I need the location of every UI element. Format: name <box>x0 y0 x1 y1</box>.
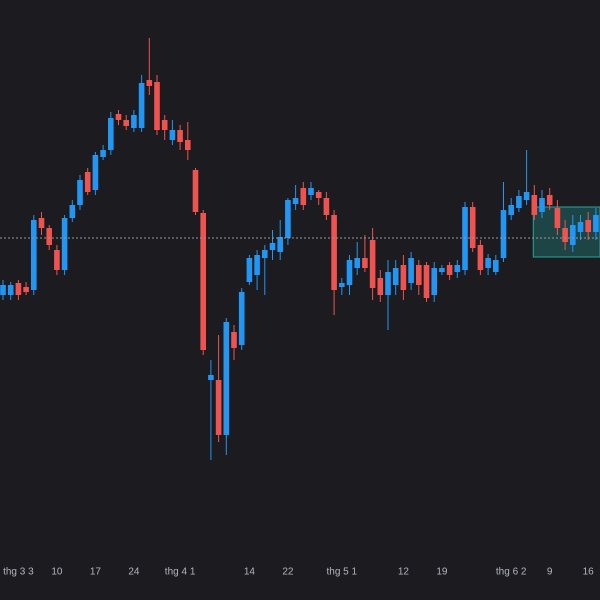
candle-body <box>223 322 230 435</box>
candle-body <box>377 278 384 295</box>
candle-body <box>308 188 314 195</box>
candle-body <box>146 80 153 86</box>
candle-body <box>177 130 183 142</box>
candle-body <box>154 82 160 130</box>
candle-body <box>331 215 337 290</box>
candle-body <box>585 220 591 232</box>
candle-body <box>254 255 260 275</box>
candle-body <box>7 285 14 295</box>
candle-body <box>269 243 276 250</box>
candle-body <box>300 188 307 205</box>
candle-body <box>485 258 491 268</box>
candle-body <box>238 292 245 345</box>
candle-body <box>562 228 568 242</box>
candle-body <box>231 332 237 348</box>
candle-body <box>208 375 214 380</box>
candle-body <box>469 207 476 248</box>
candle-body <box>0 285 6 295</box>
candle-body <box>92 155 99 190</box>
candle-body <box>169 130 176 140</box>
candle-body <box>31 220 37 290</box>
x-tick-label: thg 5 1 <box>327 567 358 578</box>
candle-body <box>46 228 52 245</box>
candle-body <box>408 258 414 283</box>
candle-body <box>123 120 129 126</box>
x-tick-label: 22 <box>282 567 294 578</box>
candle-body <box>339 283 345 287</box>
candle-body <box>400 265 407 290</box>
candle-body <box>23 287 29 292</box>
candle-body <box>131 115 137 128</box>
candle-body <box>277 237 283 252</box>
candle-body <box>570 225 576 245</box>
candle-body <box>54 250 60 270</box>
x-tick-label: thg 3 3 <box>3 567 34 578</box>
x-tick-label: thg 4 1 <box>165 567 196 578</box>
candle-body <box>38 218 45 228</box>
candle-body <box>69 205 76 218</box>
candle-body <box>362 258 368 268</box>
candle-body <box>531 195 538 215</box>
x-tick-label: 17 <box>90 567 102 578</box>
candle-body <box>454 265 461 272</box>
candle-body <box>546 195 553 205</box>
candle-body <box>100 150 106 157</box>
candle-body <box>108 118 114 150</box>
candle-body <box>246 258 253 282</box>
candle-body <box>593 215 599 232</box>
candle-body <box>439 268 445 272</box>
candle-body <box>354 258 360 268</box>
candle-body <box>346 260 353 285</box>
candle-body <box>493 260 499 272</box>
candle-body <box>285 200 291 238</box>
candle-body <box>369 240 376 288</box>
candle-body <box>84 172 91 192</box>
candle-body <box>185 140 191 150</box>
candle-body <box>323 198 330 215</box>
candle-body <box>192 170 199 212</box>
candle-body <box>539 198 545 212</box>
candle-body <box>61 218 68 270</box>
candle-body <box>500 210 507 258</box>
candle-body <box>262 250 268 258</box>
x-tick-label: 19 <box>436 567 448 578</box>
candle-body <box>200 213 206 350</box>
candle-body <box>423 265 430 298</box>
x-tick-label: 9 <box>547 567 553 578</box>
candle-body <box>315 192 322 198</box>
candle-body <box>577 222 584 232</box>
x-tick-label: 24 <box>128 567 140 578</box>
candle-body <box>15 283 22 295</box>
candle-body <box>385 272 391 295</box>
x-tick-label: 10 <box>51 567 63 578</box>
candle-body <box>138 83 145 128</box>
candle-body <box>446 265 453 275</box>
candle-body <box>392 268 399 285</box>
candle-body <box>477 245 484 270</box>
candle-body <box>554 208 561 228</box>
x-tick-label: thg 6 2 <box>496 567 527 578</box>
candle-body <box>416 265 422 285</box>
candle-body <box>523 192 530 200</box>
candle-body <box>215 380 222 435</box>
x-tick-label: 14 <box>244 567 256 578</box>
candle-body <box>115 114 122 120</box>
candle-body <box>161 120 168 130</box>
candle-body <box>431 268 437 295</box>
candle-body <box>516 196 522 208</box>
x-tick-label: 12 <box>398 567 410 578</box>
candle-body <box>508 205 514 215</box>
candle-body <box>292 198 299 204</box>
x-tick-label: 16 <box>583 567 595 578</box>
candle-body <box>77 180 83 205</box>
